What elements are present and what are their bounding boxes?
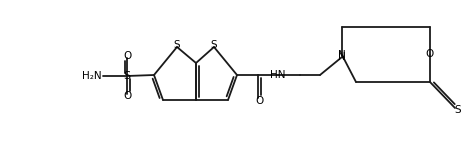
Text: N: N [338, 52, 346, 62]
Text: O: O [426, 49, 434, 59]
Text: S: S [124, 71, 131, 81]
Text: S: S [455, 105, 461, 115]
Text: O: O [255, 96, 263, 106]
Text: HN: HN [270, 70, 286, 80]
Text: H₂N: H₂N [83, 71, 102, 81]
Text: O: O [124, 51, 132, 61]
Text: N: N [338, 50, 346, 60]
Text: O: O [124, 91, 132, 101]
Text: S: S [211, 40, 217, 50]
Text: S: S [174, 40, 180, 50]
